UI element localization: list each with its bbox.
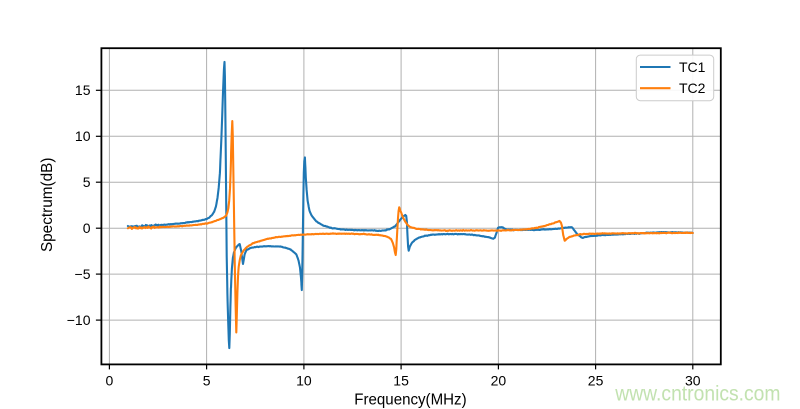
svg-text:15: 15 (75, 82, 91, 98)
svg-text:Frequency(MHz): Frequency(MHz) (354, 392, 466, 409)
svg-text:10: 10 (75, 128, 91, 144)
svg-text:TC1: TC1 (679, 59, 706, 75)
svg-text:5: 5 (83, 174, 91, 190)
svg-text:15: 15 (393, 373, 409, 389)
svg-text:−5: −5 (75, 266, 91, 282)
svg-text:5: 5 (203, 373, 211, 389)
svg-text:Spectrum(dB): Spectrum(dB) (39, 158, 56, 253)
svg-text:−10: −10 (67, 312, 91, 328)
svg-text:0: 0 (106, 373, 114, 389)
svg-text:10: 10 (296, 373, 312, 389)
svg-text:30: 30 (685, 373, 701, 389)
svg-text:www.cntronics.com: www.cntronics.com (614, 383, 780, 406)
svg-text:25: 25 (588, 373, 604, 389)
svg-text:20: 20 (491, 373, 507, 389)
svg-text:TC2: TC2 (679, 80, 706, 96)
svg-text:0: 0 (83, 220, 91, 236)
